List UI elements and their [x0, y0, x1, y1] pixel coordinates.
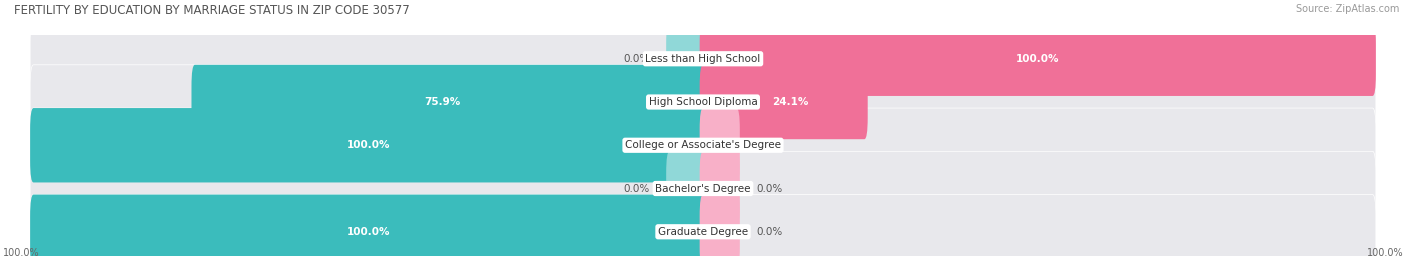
FancyBboxPatch shape: [700, 65, 868, 139]
FancyBboxPatch shape: [30, 65, 706, 139]
Text: Graduate Degree: Graduate Degree: [658, 227, 748, 237]
FancyBboxPatch shape: [700, 194, 1376, 269]
Text: 100.0%: 100.0%: [346, 227, 389, 237]
FancyBboxPatch shape: [700, 151, 1376, 226]
Text: Source: ZipAtlas.com: Source: ZipAtlas.com: [1295, 4, 1399, 14]
FancyBboxPatch shape: [700, 194, 740, 269]
FancyBboxPatch shape: [30, 108, 706, 182]
FancyBboxPatch shape: [30, 108, 706, 182]
Text: 100.0%: 100.0%: [1367, 248, 1403, 258]
Text: 0.0%: 0.0%: [623, 183, 650, 193]
Text: Bachelor's Degree: Bachelor's Degree: [655, 183, 751, 193]
FancyBboxPatch shape: [666, 22, 706, 96]
FancyBboxPatch shape: [30, 151, 706, 226]
FancyBboxPatch shape: [666, 151, 706, 226]
FancyBboxPatch shape: [700, 108, 1376, 182]
Text: FERTILITY BY EDUCATION BY MARRIAGE STATUS IN ZIP CODE 30577: FERTILITY BY EDUCATION BY MARRIAGE STATU…: [14, 4, 409, 17]
FancyBboxPatch shape: [700, 108, 740, 182]
FancyBboxPatch shape: [700, 151, 740, 226]
FancyBboxPatch shape: [30, 194, 706, 269]
Text: 100.0%: 100.0%: [3, 248, 39, 258]
FancyBboxPatch shape: [700, 22, 1376, 96]
Text: 24.1%: 24.1%: [772, 97, 808, 107]
FancyBboxPatch shape: [191, 65, 706, 139]
Text: College or Associate's Degree: College or Associate's Degree: [626, 140, 780, 150]
FancyBboxPatch shape: [700, 22, 1376, 96]
Text: 75.9%: 75.9%: [425, 97, 460, 107]
Text: Less than High School: Less than High School: [645, 54, 761, 64]
Text: High School Diploma: High School Diploma: [648, 97, 758, 107]
FancyBboxPatch shape: [700, 65, 1376, 139]
Text: 0.0%: 0.0%: [756, 140, 783, 150]
Text: 100.0%: 100.0%: [346, 140, 389, 150]
FancyBboxPatch shape: [30, 194, 706, 269]
Text: 0.0%: 0.0%: [756, 227, 783, 237]
Text: 0.0%: 0.0%: [756, 183, 783, 193]
Text: 100.0%: 100.0%: [1017, 54, 1060, 64]
Text: 0.0%: 0.0%: [623, 54, 650, 64]
FancyBboxPatch shape: [30, 22, 706, 96]
